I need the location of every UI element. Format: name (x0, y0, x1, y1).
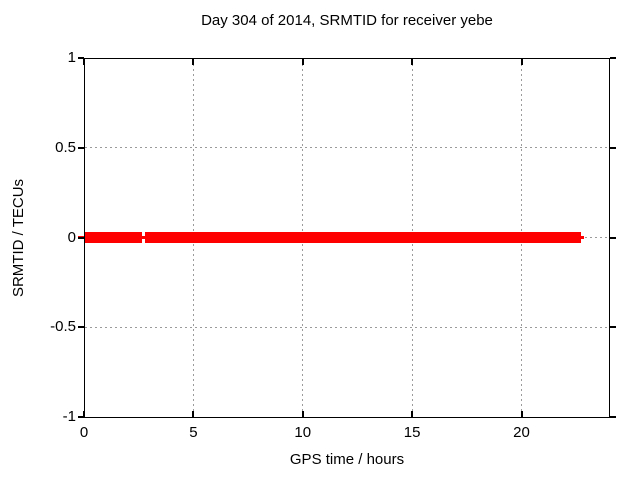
y-tick-left (78, 416, 84, 418)
data-band-segment (84, 232, 142, 243)
x-tick-bottom (301, 411, 304, 417)
x-tick-label: 0 (79, 424, 89, 441)
y-tick-label: -0.5 (50, 318, 76, 336)
h-gridline (85, 147, 608, 149)
y-tick-right (610, 416, 616, 418)
x-tick-top (192, 59, 195, 65)
x-tick-label: 10 (294, 424, 312, 441)
x-tick-top (411, 59, 414, 65)
data-band-segment (144, 232, 581, 243)
x-tick-bottom (192, 411, 195, 417)
y-tick-right (610, 146, 616, 149)
y-tick-label: 0 (67, 228, 76, 246)
x-tick-label: 20 (513, 424, 530, 441)
y-tick-left (78, 146, 84, 149)
h-gridline (85, 326, 608, 328)
x-tick-label: 5 (189, 424, 198, 441)
x-tick-bottom (520, 411, 523, 417)
x-tick-bottom (411, 411, 414, 417)
x-axis-label: GPS time / hours (289, 451, 405, 468)
x-tick-label: 15 (403, 424, 421, 441)
y-tick-right (610, 57, 616, 59)
y-tick-label: -1 (62, 408, 76, 425)
chart-title: Day 304 of 2014, SRMTID for receiver yeb… (201, 12, 493, 29)
y-tick-left (78, 326, 84, 329)
y-tick-right (610, 326, 616, 329)
y-tick-label: 0.5 (55, 138, 76, 156)
x-tick-top (301, 59, 304, 65)
y-tick-label: 1 (67, 49, 76, 66)
y-tick-left (78, 236, 84, 239)
x-tick-top (83, 59, 85, 65)
y-tick-left (78, 57, 84, 59)
y-tick-right (610, 236, 616, 239)
x-tick-top (520, 59, 523, 65)
